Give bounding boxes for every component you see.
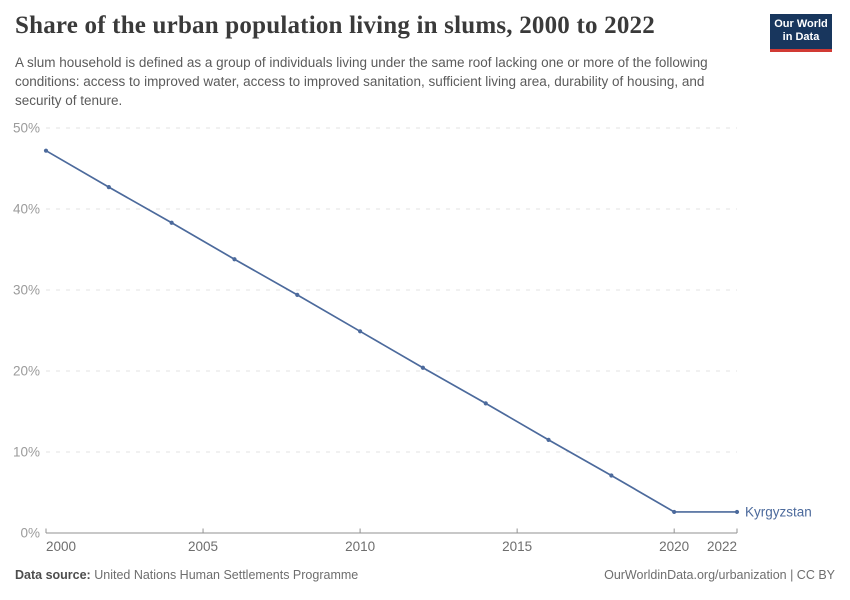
- data-point-2004[interactable]: [169, 220, 174, 225]
- owid-logo-text: Our World in Data: [770, 14, 832, 49]
- data-point-2018[interactable]: [609, 473, 614, 478]
- owid-logo-line1: Our World: [774, 18, 828, 31]
- data-point-2010[interactable]: [357, 329, 363, 334]
- owid-logo-line2: in Data: [782, 31, 820, 44]
- y-tick-label-10: 10%: [13, 445, 40, 460]
- data-point-2022[interactable]: [734, 509, 740, 515]
- x-tick-label-2022: 2022: [707, 539, 737, 554]
- series-line-kyrgyzstan: [45, 149, 738, 513]
- y-tick-label-40: 40%: [13, 202, 40, 217]
- credit-link[interactable]: OurWorldinData.org/urbanization | CC BY: [604, 568, 835, 582]
- data-point-2002[interactable]: [106, 185, 111, 190]
- x-tick-label-2010: 2010: [345, 539, 375, 554]
- owid-logo[interactable]: Our World in Data: [770, 14, 832, 52]
- y-tick-label-30: 30%: [13, 283, 40, 298]
- series-label-kyrgyzstan[interactable]: Kyrgyzstan: [745, 504, 812, 519]
- data-source-value: United Nations Human Settlements Program…: [94, 568, 359, 582]
- data-point-2012[interactable]: [420, 365, 426, 370]
- x-tick-label-2005: 2005: [188, 539, 218, 554]
- x-tick-label-2015: 2015: [502, 539, 532, 554]
- data-source-label: Data source:: [15, 568, 91, 582]
- x-tick-label-2000: 2000: [46, 539, 76, 554]
- y-tick-label-20: 20%: [13, 364, 40, 379]
- data-point-2014[interactable]: [483, 401, 488, 406]
- data-point-2006[interactable]: [232, 257, 237, 262]
- data-point-2020[interactable]: [672, 509, 677, 515]
- owid-logo-red-bar: [770, 48, 832, 52]
- y-tick-label-50: 50%: [13, 121, 40, 136]
- data-source: Data source: United Nations Human Settle…: [15, 568, 358, 582]
- chart-subtitle: A slum household is defined as a group o…: [15, 55, 708, 108]
- page-title: Share of the urban population living in …: [15, 12, 655, 39]
- data-point-2000[interactable]: [43, 148, 49, 153]
- x-tick-label-2020: 2020: [659, 539, 689, 554]
- y-tick-label-0: 0%: [20, 526, 40, 541]
- data-point-2016[interactable]: [546, 437, 551, 442]
- data-point-2008[interactable]: [295, 292, 300, 297]
- chart-footer: Data source: United Nations Human Settle…: [15, 568, 835, 582]
